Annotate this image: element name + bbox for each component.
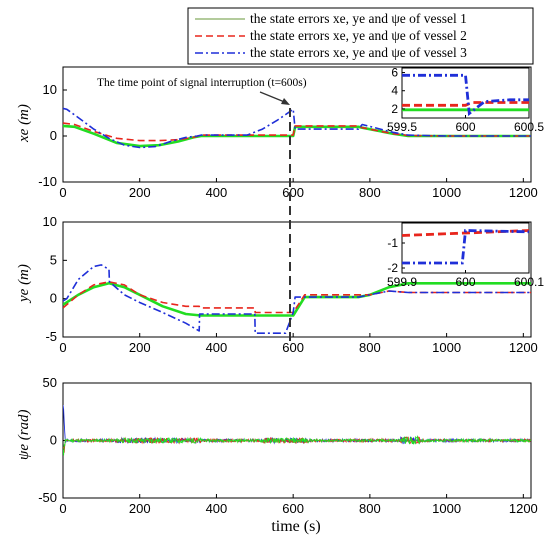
x-tick-label: 1000	[432, 340, 461, 355]
x-tick-label: 600	[282, 340, 304, 355]
ylabel-xe: xe (m)	[16, 104, 32, 143]
x-tick-label: 400	[206, 185, 228, 200]
x-tick-label: 200	[129, 501, 151, 516]
ylabel-ye: ye (m)	[16, 264, 32, 304]
x-tick-label: 0	[59, 185, 66, 200]
series-line-vessel-3	[63, 107, 531, 149]
inset-x-tick-label: 599.5	[387, 120, 417, 134]
legend-label-vessel-2: the state errors xe, ye and ψe of vessel…	[250, 28, 467, 43]
legend-label-vessel-1: the state errors xe, ye and ψe of vessel…	[250, 11, 467, 26]
series-line-vessel-1	[63, 434, 531, 456]
y-tick-label: 10	[43, 214, 57, 229]
x-tick-label: 600	[282, 185, 304, 200]
x-tick-label: 800	[359, 185, 381, 200]
inset-x-tick-label: 599.9	[387, 275, 417, 289]
x-tick-label: 400	[206, 340, 228, 355]
x-tick-label: 0	[59, 340, 66, 355]
inset-x-tick-label: 600.5	[514, 120, 544, 134]
series-line-vessel-1	[63, 281, 531, 317]
x-tick-label: 1200	[509, 185, 538, 200]
inset-x-tick-label: 600	[455, 275, 475, 289]
inset-series-line-vessel-3	[402, 229, 529, 265]
interruption-annotation: The time point of signal interruption (t…	[97, 77, 307, 89]
x-tick-label: 1000	[432, 501, 461, 516]
y-tick-label: 50	[43, 375, 57, 390]
legend-box	[187, 7, 534, 65]
x-tick-label: 0	[59, 501, 66, 516]
inset-y-tick-label: -1	[387, 236, 398, 250]
panel-xe-frame	[62, 66, 532, 183]
legend-label-vessel-3: the state errors xe, ye and ψe of vessel…	[250, 45, 467, 60]
y-tick-label: -5	[45, 329, 57, 344]
x-tick-label: 1200	[509, 340, 538, 355]
inset-y-tick-label: 4	[391, 84, 398, 98]
x-tick-label: 200	[129, 340, 151, 355]
inset-series-line-vessel-3	[402, 73, 529, 117]
inset-x-tick-label: 600.1	[514, 275, 544, 289]
y-tick-label: -10	[38, 174, 57, 189]
y-tick-label: 5	[50, 252, 57, 267]
legend: the state errors xe, ye and ψe of vessel…	[187, 7, 534, 65]
inset-y-tick-label: 2	[391, 102, 398, 116]
inset-series-line-vessel-2	[402, 229, 529, 237]
inset-x-tick-label: 600	[455, 120, 475, 134]
arrow-head-icon	[281, 98, 290, 105]
y-tick-label: 0	[50, 291, 57, 306]
x-tick-label: 1200	[509, 501, 538, 516]
y-tick-label: -50	[38, 490, 57, 505]
x-tick-label: 800	[359, 340, 381, 355]
series-line-vessel-3	[63, 264, 531, 335]
x-tick-label: 400	[206, 501, 228, 516]
x-tick-label: 600	[282, 501, 304, 516]
panel-ye-frame	[62, 221, 532, 338]
x-tick-label: 800	[359, 501, 381, 516]
series-line-vessel-2	[63, 280, 531, 314]
y-tick-label: 0	[50, 433, 57, 448]
x-tick-label: 200	[129, 185, 151, 200]
inset-y-tick-label: -2	[387, 261, 398, 275]
x-tick-label: 1000	[432, 185, 461, 200]
xlabel-time: time (s)	[271, 518, 320, 535]
ylabel-psi: ψe (rad)	[16, 409, 32, 460]
y-tick-label: 0	[50, 128, 57, 143]
inset-y-tick-label: 6	[391, 66, 398, 80]
y-tick-label: 10	[43, 82, 57, 97]
